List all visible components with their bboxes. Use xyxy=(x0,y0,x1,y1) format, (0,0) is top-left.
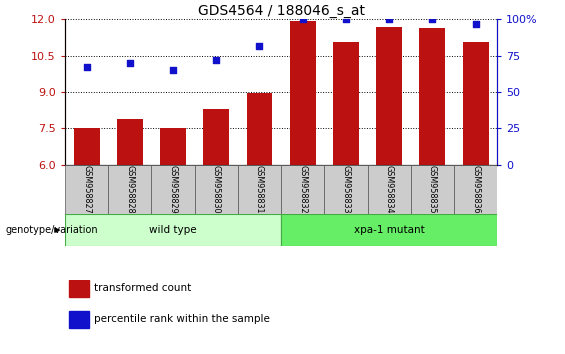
Bar xyxy=(376,27,402,165)
Bar xyxy=(117,119,143,165)
Bar xyxy=(160,129,186,165)
Text: GSM958830: GSM958830 xyxy=(212,165,221,214)
Bar xyxy=(367,165,411,214)
Bar xyxy=(463,42,489,165)
Point xyxy=(255,43,264,48)
Title: GDS4564 / 188046_s_at: GDS4564 / 188046_s_at xyxy=(198,5,364,18)
Bar xyxy=(281,214,497,246)
Bar xyxy=(411,165,454,214)
Text: GSM958831: GSM958831 xyxy=(255,165,264,214)
Text: xpa-1 mutant: xpa-1 mutant xyxy=(354,225,424,235)
Point xyxy=(428,17,437,22)
Text: GSM958835: GSM958835 xyxy=(428,165,437,214)
Point xyxy=(341,17,350,22)
Point xyxy=(212,57,221,63)
Bar xyxy=(333,42,359,165)
Bar xyxy=(203,109,229,165)
Text: GSM958827: GSM958827 xyxy=(82,165,91,214)
Text: genotype/variation: genotype/variation xyxy=(6,225,98,235)
Bar xyxy=(454,165,497,214)
Point xyxy=(385,17,394,22)
Bar xyxy=(238,165,281,214)
Point xyxy=(168,67,177,73)
Point xyxy=(298,17,307,22)
Text: GSM958833: GSM958833 xyxy=(341,165,350,214)
Text: GSM958836: GSM958836 xyxy=(471,165,480,214)
Text: transformed count: transformed count xyxy=(94,283,192,293)
Bar xyxy=(281,165,324,214)
Bar xyxy=(290,21,316,165)
Point xyxy=(471,21,480,27)
Bar xyxy=(324,165,368,214)
Bar xyxy=(194,165,238,214)
Text: GSM958834: GSM958834 xyxy=(385,165,394,214)
Bar xyxy=(65,165,108,214)
Text: GSM958832: GSM958832 xyxy=(298,165,307,214)
Bar xyxy=(419,28,445,165)
Text: GSM958828: GSM958828 xyxy=(125,165,134,214)
Bar xyxy=(151,165,194,214)
Text: percentile rank within the sample: percentile rank within the sample xyxy=(94,314,270,324)
Text: GSM958829: GSM958829 xyxy=(168,165,177,214)
Bar xyxy=(246,93,272,165)
Text: wild type: wild type xyxy=(149,225,197,235)
Point xyxy=(82,64,91,70)
Bar xyxy=(69,280,89,297)
Bar xyxy=(69,311,89,328)
Point xyxy=(125,60,134,66)
Bar xyxy=(108,165,151,214)
Bar xyxy=(73,129,99,165)
Bar xyxy=(65,214,281,246)
